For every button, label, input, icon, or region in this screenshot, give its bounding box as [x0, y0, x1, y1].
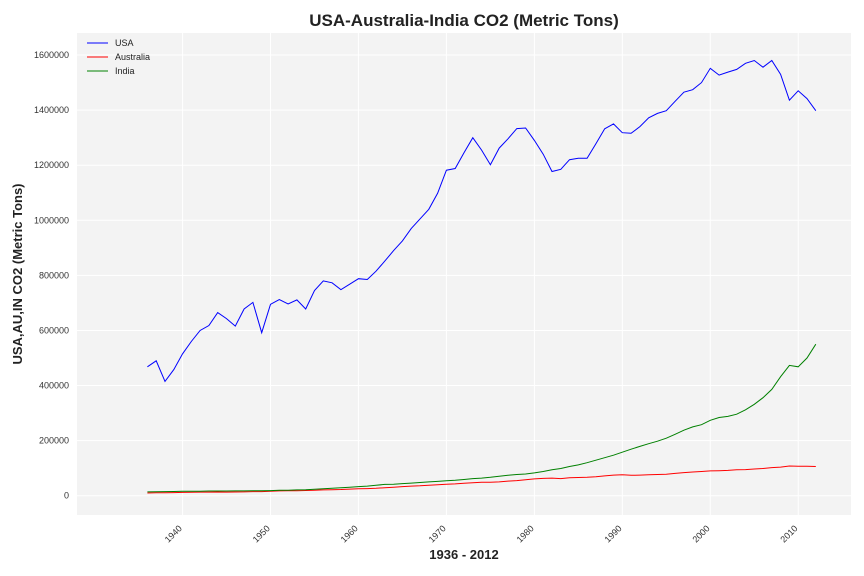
x-axis-label: 1936 - 2012: [429, 547, 498, 562]
y-tick-label: 600000: [39, 325, 69, 335]
grid-lines: [77, 33, 851, 515]
series-line-usa: [147, 59, 817, 383]
legend: USA Australia India: [87, 38, 150, 76]
y-axis-ticks: 0 200000 400000 600000 800000 1000000 1200000 1…: [34, 50, 69, 501]
y-tick-label: 0: [64, 491, 69, 501]
y-tick-label: 1400000: [34, 105, 69, 115]
x-tick-label: 1970: [427, 523, 448, 544]
legend-label-australia: Australia: [115, 52, 150, 62]
x-tick-label: 2000: [690, 523, 711, 544]
x-tick-label: 1990: [602, 523, 623, 544]
y-tick-label: 200000: [39, 436, 69, 446]
y-tick-label: 800000: [39, 270, 69, 280]
chart-title: USA-Australia-India CO2 (Metric Tons): [309, 11, 619, 30]
x-tick-label: 2010: [778, 523, 799, 544]
x-tick-label: 1960: [339, 523, 360, 544]
x-tick-label: 1980: [515, 523, 536, 544]
y-axis-label: USA,AU,IN CO2 (Metric Tons): [10, 183, 25, 364]
legend-label-usa: USA: [115, 38, 134, 48]
x-tick-label: 1940: [163, 523, 184, 544]
y-tick-label: 1600000: [34, 50, 69, 60]
series-lines: [147, 59, 817, 494]
plot-area: [77, 33, 851, 515]
series-line-australia: [147, 465, 816, 494]
y-tick-label: 1200000: [34, 160, 69, 170]
x-axis-ticks: 1940 1950 1960 1970 1980 1990 2000 2010: [163, 523, 800, 544]
y-tick-label: 400000: [39, 381, 69, 391]
series-line-india: [147, 343, 817, 493]
x-tick-label: 1950: [251, 523, 272, 544]
legend-label-india: India: [115, 66, 135, 76]
y-tick-label: 1000000: [34, 215, 69, 225]
